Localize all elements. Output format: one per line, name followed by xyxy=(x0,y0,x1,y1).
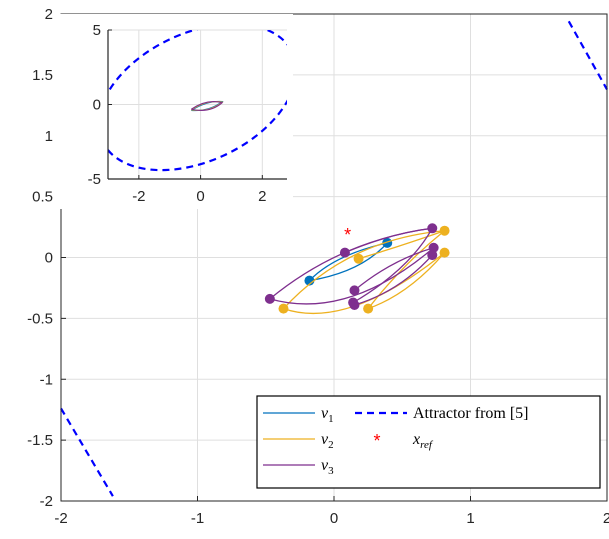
main-series xyxy=(264,223,450,315)
inset-orbits xyxy=(191,100,224,112)
main-x-tick-label: 1 xyxy=(466,510,474,527)
main-attractor-segments xyxy=(60,20,608,497)
attractor-segment xyxy=(567,20,608,91)
legend-box xyxy=(256,395,601,489)
series-1-arc xyxy=(309,242,388,282)
main-y-tick-label: 1.5 xyxy=(32,67,53,84)
inset-y-tick-labels: 5 0 -5 xyxy=(88,22,112,188)
main-x-tick-label: 2 xyxy=(603,510,609,527)
series-3-point xyxy=(427,223,438,234)
main-x-tick-label: -2 xyxy=(54,510,67,527)
series-2-arc xyxy=(367,252,446,310)
series-2-arc xyxy=(358,230,445,260)
main-y-tick-label: -1.5 xyxy=(27,432,53,449)
inset-x-tick-label: -2 xyxy=(132,188,145,205)
series-2-arc xyxy=(283,230,445,310)
legend-item-attractor: Attractor from [5] xyxy=(355,405,529,422)
legend-item-nu2: ν2 xyxy=(263,431,334,451)
inset-orbit xyxy=(191,101,224,111)
main-y-tick-label: 0 xyxy=(45,250,53,267)
series-3-arc xyxy=(352,227,433,304)
legend-marker: * xyxy=(373,431,380,451)
series-2-arc xyxy=(367,230,445,310)
inset-x-tick-label: 2 xyxy=(258,188,266,205)
legend-label: ν2 xyxy=(321,431,334,451)
series-3-point xyxy=(349,299,360,310)
inset-y-tick-label: -5 xyxy=(88,171,101,188)
main-y-tick-label: 1 xyxy=(45,128,53,145)
main-x-tick-label: 0 xyxy=(330,510,338,527)
series-3-point xyxy=(264,293,275,304)
legend: ν1 ν2 ν3 Attractor from [5] * xref xyxy=(256,395,601,489)
legend-item-xref: * xref xyxy=(373,431,433,451)
xref-marker: * xyxy=(344,225,351,245)
series-3-arc xyxy=(354,254,433,306)
legend-label: ν1 xyxy=(321,405,334,425)
series-1-point xyxy=(304,275,315,286)
inset-x-tick-labels: -2 0 2 xyxy=(132,175,266,205)
main-y-tick-label: -0.5 xyxy=(27,310,53,327)
legend-label: xref xyxy=(412,431,434,451)
series-1-point xyxy=(382,237,393,248)
main-y-tick-label: 0.5 xyxy=(32,189,53,206)
series-3-arc xyxy=(269,247,435,305)
inset-attractor-ellipse xyxy=(108,30,287,172)
series-2-point xyxy=(439,225,450,236)
legend-item-nu1: ν1 xyxy=(263,405,334,425)
main-y-tick-labels: 2 1.5 1 0.5 0 -0.5 -1 -1.5 -2 xyxy=(27,6,66,510)
main-x-tick-labels: -2 -1 0 1 2 xyxy=(54,496,609,527)
attractor-segment xyxy=(60,407,114,497)
series-2-point xyxy=(278,303,289,314)
series-3-point xyxy=(427,250,438,261)
series-2-point xyxy=(363,303,374,314)
inset-y-tick-label: 5 xyxy=(93,22,101,39)
legend-item-nu3: ν3 xyxy=(263,457,334,477)
series-3-point xyxy=(349,285,360,296)
legend-label: Attractor from [5] xyxy=(413,405,529,422)
inset-axes: -2 0 2 5 0 -5 xyxy=(56,14,293,209)
series-2-point xyxy=(439,247,450,258)
series-3-point xyxy=(339,247,350,258)
inset-x-tick-label: 0 xyxy=(196,188,204,205)
legend-label: ν3 xyxy=(321,457,334,477)
main-y-tick-label: -1 xyxy=(40,371,53,388)
main-y-tick-label: -2 xyxy=(40,493,53,510)
main-y-tick-label: 2 xyxy=(45,6,53,23)
inset-clip-group xyxy=(108,30,287,172)
series-3-arc xyxy=(344,227,433,254)
series-3 xyxy=(264,223,439,310)
legend-items: ν1 ν2 ν3 Attractor from [5] * xref xyxy=(263,405,529,477)
inset-y-tick-label: 0 xyxy=(93,97,101,114)
series-3-arc xyxy=(354,247,434,291)
xref-star: * xyxy=(344,225,351,245)
series-2-point xyxy=(353,253,364,264)
main-x-tick-label: -1 xyxy=(191,510,204,527)
inset-plot-area xyxy=(56,14,293,209)
inset-content xyxy=(108,30,287,172)
